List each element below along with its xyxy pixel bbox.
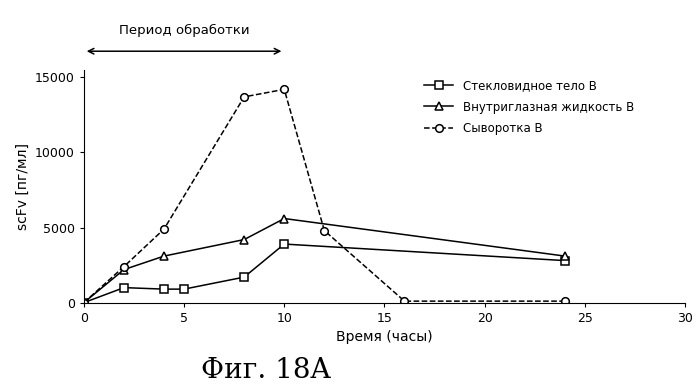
Внутриглазная жидкость В [80,300,88,305]
Стекловидное тело В [180,287,188,291]
Сыворотка В [561,299,569,303]
Text: Фиг. 18A: Фиг. 18A [201,357,331,384]
Сыворотка В [240,95,248,99]
Сыворотка В [160,227,168,231]
Сыворотка В [80,300,88,305]
Стекловидное тело В [120,285,128,290]
Стекловидное тело В [561,258,569,263]
Text: Период обработки: Период обработки [119,24,250,37]
Line: Сыворотка В: Сыворотка В [80,85,568,307]
Стекловидное тело В [280,242,289,246]
Сыворотка В [120,264,128,269]
Legend: Стекловидное тело В, Внутриглазная жидкость В, Сыворотка В: Стекловидное тело В, Внутриглазная жидко… [420,76,637,139]
Внутриглазная жидкость В [120,267,128,272]
Внутриглазная жидкость В [240,237,248,242]
Стекловидное тело В [80,300,88,305]
Line: Стекловидное тело В: Стекловидное тело В [80,240,568,307]
Внутриглазная жидкость В [160,254,168,258]
Внутриглазная жидкость В [561,254,569,258]
Внутриглазная жидкость В [280,216,289,221]
Line: Внутриглазная жидкость В: Внутриглазная жидкость В [80,215,568,307]
Стекловидное тело В [160,287,168,291]
Стекловидное тело В [240,275,248,279]
X-axis label: Время (часы): Время (часы) [336,330,433,344]
Сыворотка В [280,87,289,92]
Сыворотка В [401,299,409,303]
Y-axis label: scFv [пг/мл]: scFv [пг/мл] [15,143,29,230]
Сыворотка В [320,228,329,233]
